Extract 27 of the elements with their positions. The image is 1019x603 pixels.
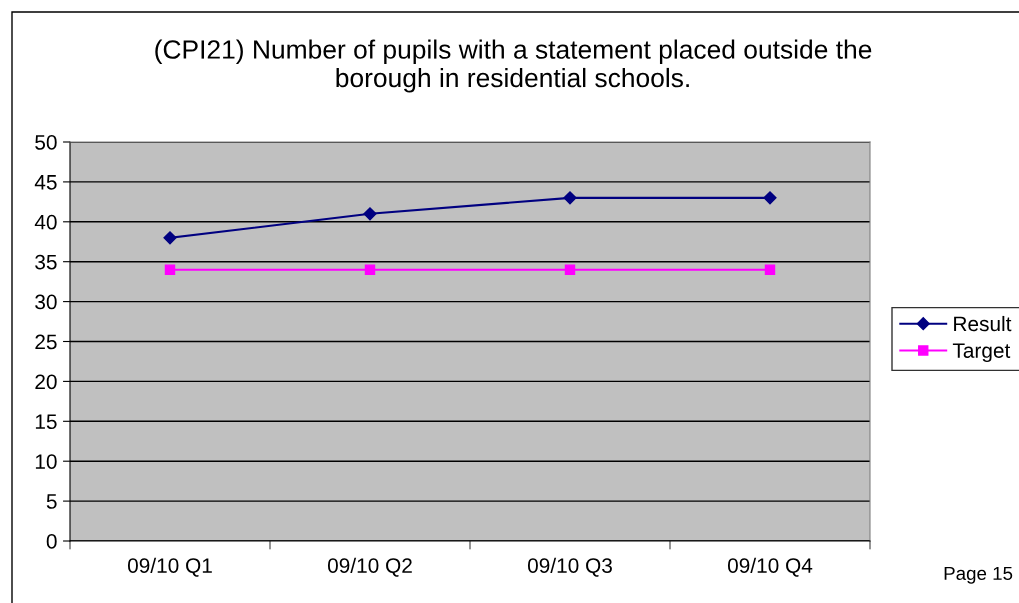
legend-label: Result xyxy=(954,315,1012,332)
y-tick-label: 0 xyxy=(46,534,57,549)
point xyxy=(563,191,577,205)
point xyxy=(163,231,177,245)
legend-label: Target xyxy=(952,343,1011,363)
x-tick-label: 09/10 Q3 xyxy=(527,557,612,577)
y-tick-label: 35 xyxy=(35,254,57,270)
text: Page 15 xyxy=(944,566,1013,584)
chart-title: (CPI21) Number of pupils with a statement placed outside the borough in residential schools. xyxy=(155,39,872,93)
y-tick-label: 30 xyxy=(35,294,57,310)
y-tick-label: 5 xyxy=(46,494,57,509)
y-tick-label: 50 xyxy=(35,135,57,150)
y-tick-label: 10 xyxy=(35,454,57,469)
x-tick-label: 09/10 Q4 xyxy=(727,557,813,577)
y-tick-label: 40 xyxy=(34,214,57,230)
y-tick-label: 25 xyxy=(35,334,57,350)
y-tick-label: 45 xyxy=(34,175,57,190)
point xyxy=(763,191,777,205)
y-tick-label: 20 xyxy=(35,374,57,390)
point xyxy=(364,264,376,275)
x-tick-label: 09/10 Q1 xyxy=(127,557,212,577)
y-tick-label: 15 xyxy=(35,414,57,430)
point xyxy=(164,264,176,275)
x-tick-label: 09/10 Q2 xyxy=(327,557,412,577)
point xyxy=(363,207,377,221)
point xyxy=(564,264,576,275)
point xyxy=(764,264,776,275)
